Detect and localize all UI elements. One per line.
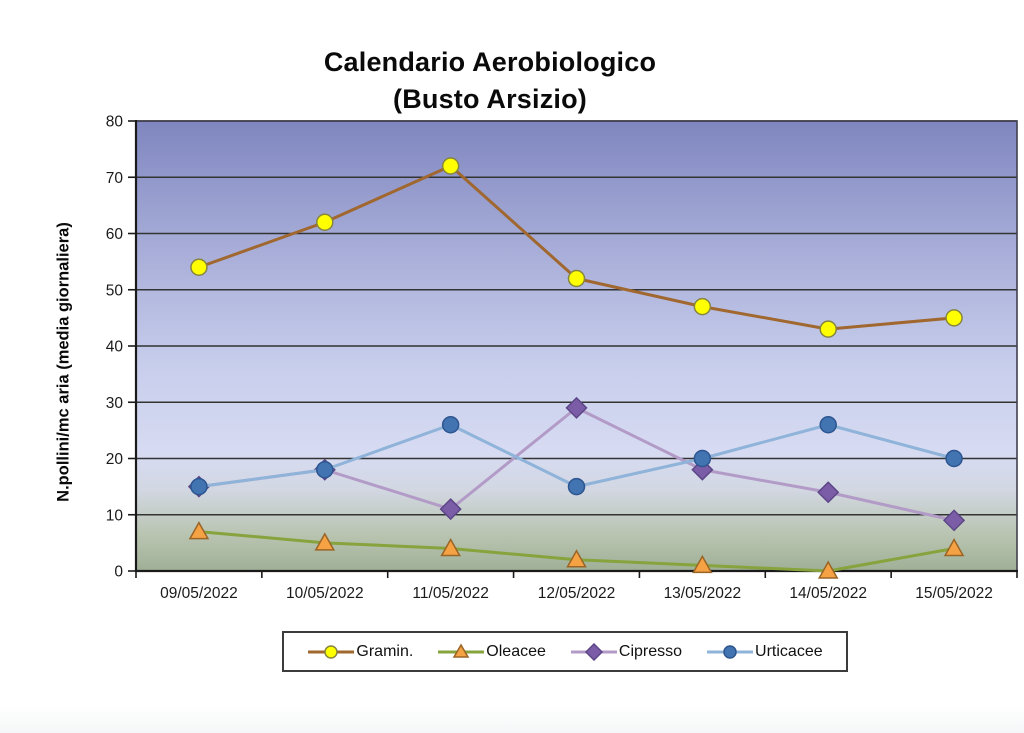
- legend-item-urticacee: Urticacee: [706, 643, 823, 661]
- x-tick-label: 15/05/2022: [915, 585, 993, 602]
- series-oleacee: [188, 521, 965, 579]
- legend-item-cipresso: Cipresso: [570, 642, 683, 661]
- legend-label: Oleacee: [486, 642, 546, 660]
- y-tick-label: 10: [106, 507, 124, 524]
- diamond-legend-marker-icon: [570, 642, 617, 661]
- bottom-band: [0, 707, 1024, 733]
- data-point-marker: [817, 481, 840, 504]
- x-tick-label: 13/05/2022: [664, 585, 742, 602]
- data-point-marker: [190, 477, 208, 496]
- circle-legend-marker-icon: [308, 644, 355, 659]
- data-point-marker: [190, 258, 208, 276]
- y-tick-label: 80: [106, 114, 124, 131]
- data-point-marker: [324, 644, 339, 659]
- chart-title-line2: (Busto Arsizio): [393, 84, 587, 114]
- x-tick-label: 12/05/2022: [538, 585, 616, 602]
- data-point-marker: [439, 498, 462, 521]
- y-tick-label: 70: [106, 170, 124, 187]
- legend-label: Cipresso: [618, 642, 683, 660]
- triangle-legend-marker-icon: [438, 643, 485, 658]
- chart-title: Calendario Aerobiologico (Busto Arsizio): [170, 44, 810, 118]
- data-point-marker: [188, 521, 210, 540]
- data-point-marker: [945, 309, 963, 327]
- y-axis-ticks: 0 10 20 30 40 50 60 70 80: [106, 114, 136, 581]
- data-point-marker: [314, 532, 336, 551]
- data-point-marker: [943, 509, 966, 532]
- data-point-marker: [565, 396, 588, 419]
- data-point-marker: [566, 549, 587, 568]
- y-tick-label: 60: [106, 226, 124, 243]
- circle-legend-marker-icon: [707, 644, 754, 659]
- legend-label: Gramin.: [356, 642, 414, 660]
- x-tick-label: 14/05/2022: [789, 585, 867, 602]
- series-gramin: [190, 157, 963, 338]
- data-point-marker: [584, 642, 603, 661]
- data-point-marker: [567, 269, 586, 288]
- data-point-marker: [692, 554, 713, 574]
- legend-item-oleacee: Oleacee: [437, 643, 546, 661]
- chart-title-line1: Calendario Aerobiologico: [323, 47, 657, 77]
- legend-label: Urticacee: [755, 642, 823, 660]
- data-point-marker: [441, 157, 460, 175]
- data-point-marker: [316, 213, 334, 231]
- y-tick-label: 0: [114, 564, 123, 581]
- data-point-marker: [316, 461, 334, 479]
- y-tick-label: 20: [106, 451, 124, 468]
- data-point-marker: [567, 477, 586, 496]
- x-tick-label: 11/05/2022: [412, 585, 488, 602]
- data-point-marker: [693, 297, 712, 316]
- data-point-marker: [943, 537, 965, 557]
- y-tick-label: 40: [106, 339, 124, 356]
- data-point-marker: [693, 449, 712, 468]
- y-tick-label: 30: [106, 395, 124, 412]
- data-point-marker: [817, 560, 839, 579]
- legend-item-gramin: Gramin.: [307, 643, 413, 661]
- legend: Gramin. Oleacee Cipresso Urticacee: [282, 631, 848, 672]
- y-tick-label: 50: [106, 282, 124, 299]
- x-tick-label: 09/05/2022: [160, 585, 238, 602]
- data-point-marker: [452, 643, 470, 658]
- data-point-marker: [819, 416, 837, 434]
- series-urticacee: [190, 416, 963, 496]
- data-point-marker: [819, 320, 837, 338]
- data-point-marker: [723, 644, 737, 659]
- data-point-marker: [441, 416, 460, 434]
- x-tick-label: 10/05/2022: [286, 585, 364, 602]
- x-axis-ticks: 09/05/2022 10/05/2022 11/05/2022 12/05/2022…: [135, 571, 1018, 602]
- data-point-marker: [440, 537, 461, 557]
- data-point-marker: [945, 449, 963, 468]
